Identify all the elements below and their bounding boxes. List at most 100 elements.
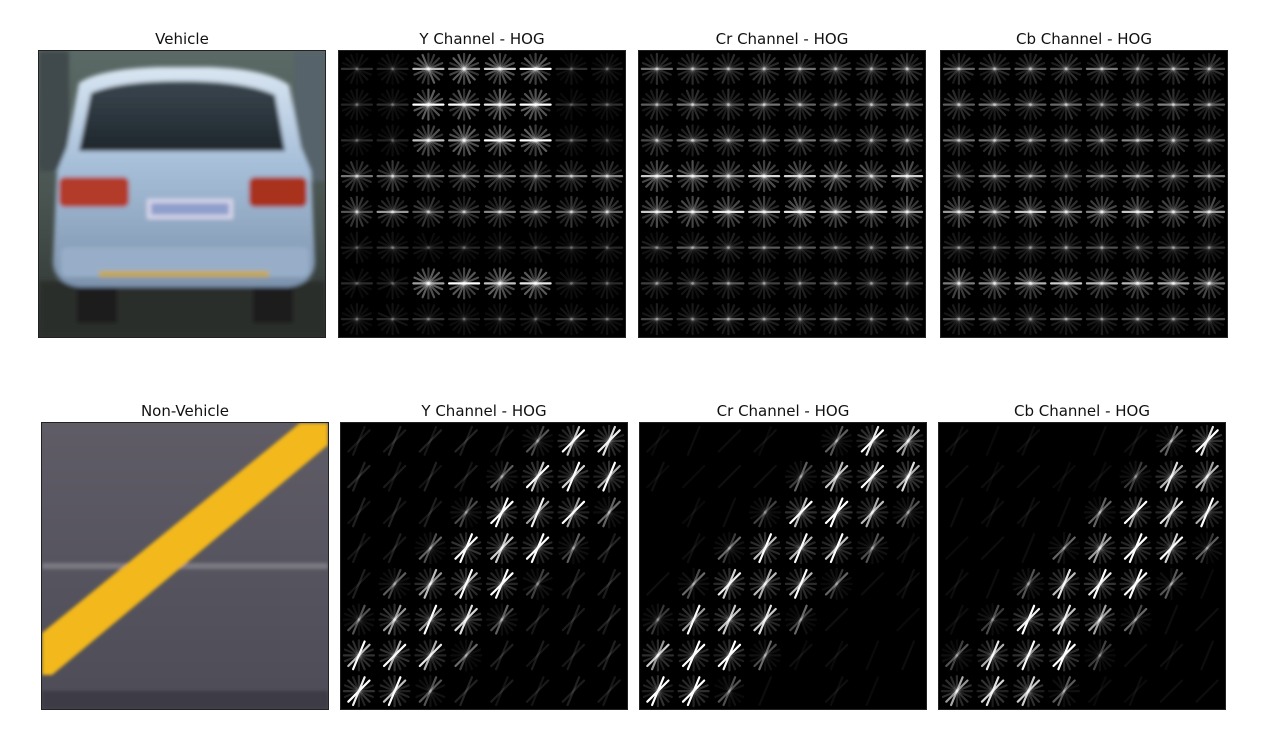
hog-orientation-stroke [945, 536, 969, 560]
hog-cell [376, 159, 409, 193]
hog-cell [483, 231, 516, 264]
hog-orientation-stroke [1084, 541, 1115, 555]
hog-orientation-stroke [1202, 89, 1216, 120]
hog-orientation-stroke [950, 604, 964, 635]
hog-orientation-stroke [1158, 62, 1189, 76]
hog-cell [414, 639, 447, 672]
hog-orientation-stroke [1128, 604, 1143, 635]
hog-cell [1085, 88, 1118, 121]
hog-orientation-stroke [859, 200, 884, 224]
hog-orientation-stroke [1130, 125, 1145, 156]
hog-cell [855, 195, 888, 228]
hog-orientation-stroke [713, 240, 744, 255]
hog-orientation-stroke [556, 276, 587, 291]
hog-orientation-stroke [452, 271, 476, 296]
hog-cell [1085, 52, 1118, 86]
hog-orientation-stroke [523, 92, 548, 117]
hog-orientation-stroke [864, 161, 879, 192]
hog-orientation-stroke [597, 464, 621, 489]
hog-orientation-stroke [1194, 205, 1225, 219]
hog-orientation-stroke [794, 461, 808, 492]
hog-orientation-stroke [415, 648, 446, 663]
hog-orientation-stroke [1202, 125, 1216, 156]
hog-orientation-stroke [752, 235, 776, 260]
hog-cell [1016, 497, 1041, 528]
hog-orientation-stroke [788, 235, 812, 260]
hog-orientation-stroke [490, 643, 514, 668]
hog-orientation-stroke [1051, 97, 1082, 112]
hog-cell [485, 531, 518, 565]
hog-cell [892, 460, 925, 493]
hog-orientation-stroke [1202, 196, 1216, 227]
hog-orientation-stroke [345, 271, 369, 296]
hog-orientation-stroke [380, 200, 405, 224]
hog-orientation-stroke [1088, 643, 1112, 668]
hog-orientation-stroke [454, 607, 478, 632]
hog-orientation-stroke [757, 232, 771, 263]
hog-cell [1157, 303, 1190, 336]
hog-cell [980, 461, 1005, 492]
hog-orientation-stroke [484, 240, 515, 255]
hog-orientation-stroke [749, 276, 780, 291]
hog-cell [1049, 124, 1083, 157]
hog-orientation-stroke [380, 164, 405, 188]
hog-orientation-stroke [1095, 161, 1109, 192]
hog-orientation-stroke [597, 679, 621, 703]
hog-orientation-stroke [385, 53, 400, 84]
hog-orientation-stroke [829, 425, 844, 456]
hog-orientation-stroke [1095, 232, 1109, 263]
hog-orientation-stroke [1197, 271, 1221, 296]
hog-cell [597, 640, 621, 671]
hog-orientation-stroke [1122, 97, 1153, 112]
hog-orientation-stroke [382, 500, 407, 525]
hog-cell [519, 124, 552, 157]
hog-orientation-stroke [493, 125, 507, 156]
hog-orientation-stroke [892, 97, 923, 112]
hog-cell [340, 195, 374, 228]
hog-orientation-stroke [1130, 89, 1145, 120]
hog-cell [342, 675, 376, 708]
hog-cell [676, 124, 709, 157]
hog-orientation-stroke [784, 133, 815, 148]
hog-orientation-stroke [713, 205, 744, 219]
hog-orientation-stroke [559, 128, 584, 153]
hog-orientation-stroke [1130, 196, 1145, 227]
hog-orientation-stroke [650, 196, 664, 227]
hog-cell [1121, 303, 1154, 336]
hog-orientation-stroke [1197, 57, 1221, 81]
hog-cell [1191, 460, 1224, 493]
hog-orientation-stroke [1054, 235, 1078, 260]
hog-orientation-stroke [1197, 271, 1221, 296]
hog-orientation-stroke [645, 57, 669, 81]
hog-orientation-stroke [1122, 169, 1153, 183]
hog-cell [819, 267, 852, 300]
hog-cell [447, 231, 481, 264]
hog-orientation-stroke [493, 232, 507, 263]
hog-orientation-stroke [784, 205, 815, 219]
hog-orientation-stroke [1054, 271, 1078, 296]
hog-orientation-stroke [1016, 607, 1041, 632]
hog-orientation-stroke [987, 232, 1002, 263]
hog-cell [376, 88, 409, 121]
hog-orientation-stroke [452, 128, 476, 153]
hog-orientation-stroke [1166, 53, 1181, 84]
hog-orientation-stroke [423, 676, 438, 707]
hog-orientation-stroke [457, 89, 471, 120]
hog-orientation-stroke [385, 304, 400, 335]
hog-orientation-stroke [484, 97, 515, 112]
hog-orientation-stroke [680, 164, 705, 188]
hog-orientation-stroke [530, 568, 545, 599]
hog-orientation-stroke [752, 235, 776, 260]
hog-orientation-stroke [530, 676, 545, 707]
hog-orientation-stroke [828, 196, 843, 227]
hog-orientation-stroke [896, 607, 920, 632]
hog-orientation-stroke [385, 268, 400, 299]
hog-orientation-stroke [1059, 161, 1073, 192]
hog-orientation-stroke [717, 607, 742, 632]
hog-orientation-stroke [651, 604, 665, 635]
hog-orientation-stroke [1023, 161, 1038, 192]
hog-orientation-stroke [749, 169, 780, 183]
hog-cell [940, 675, 974, 708]
hog-orientation-stroke [528, 232, 543, 263]
hog-orientation-stroke [556, 205, 587, 219]
